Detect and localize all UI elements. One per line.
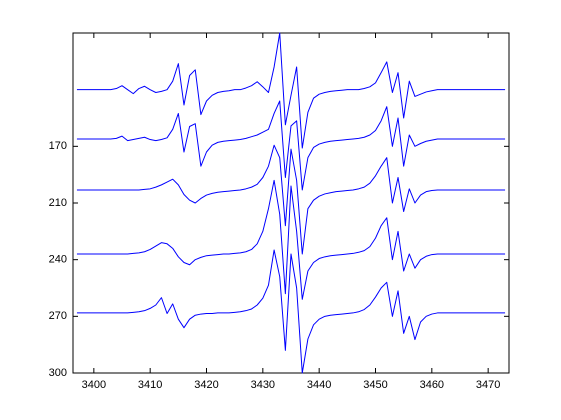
plot-area	[72, 32, 510, 374]
spectrum-line	[76, 179, 506, 300]
spectrum-line	[76, 32, 506, 149]
spectrum-line	[76, 100, 506, 191]
x-tick-label: 3460	[420, 379, 444, 391]
spectrum-line	[76, 144, 506, 255]
x-tick-label: 3440	[307, 379, 331, 391]
x-tick-label: 3410	[138, 379, 162, 391]
spectrum-line	[76, 249, 506, 374]
x-tick-label: 3420	[194, 379, 218, 391]
y-tick-label: 210	[49, 197, 67, 209]
y-tick-label: 270	[49, 310, 67, 322]
x-tick-label: 3430	[251, 379, 275, 391]
y-tick-label: 170	[49, 140, 67, 152]
y-tick-label: 240	[49, 254, 67, 266]
x-tick-label: 3450	[363, 379, 387, 391]
y-tick-label: 300	[49, 367, 67, 379]
x-tick-label: 3400	[82, 379, 106, 391]
x-tick-label: 3470	[476, 379, 500, 391]
